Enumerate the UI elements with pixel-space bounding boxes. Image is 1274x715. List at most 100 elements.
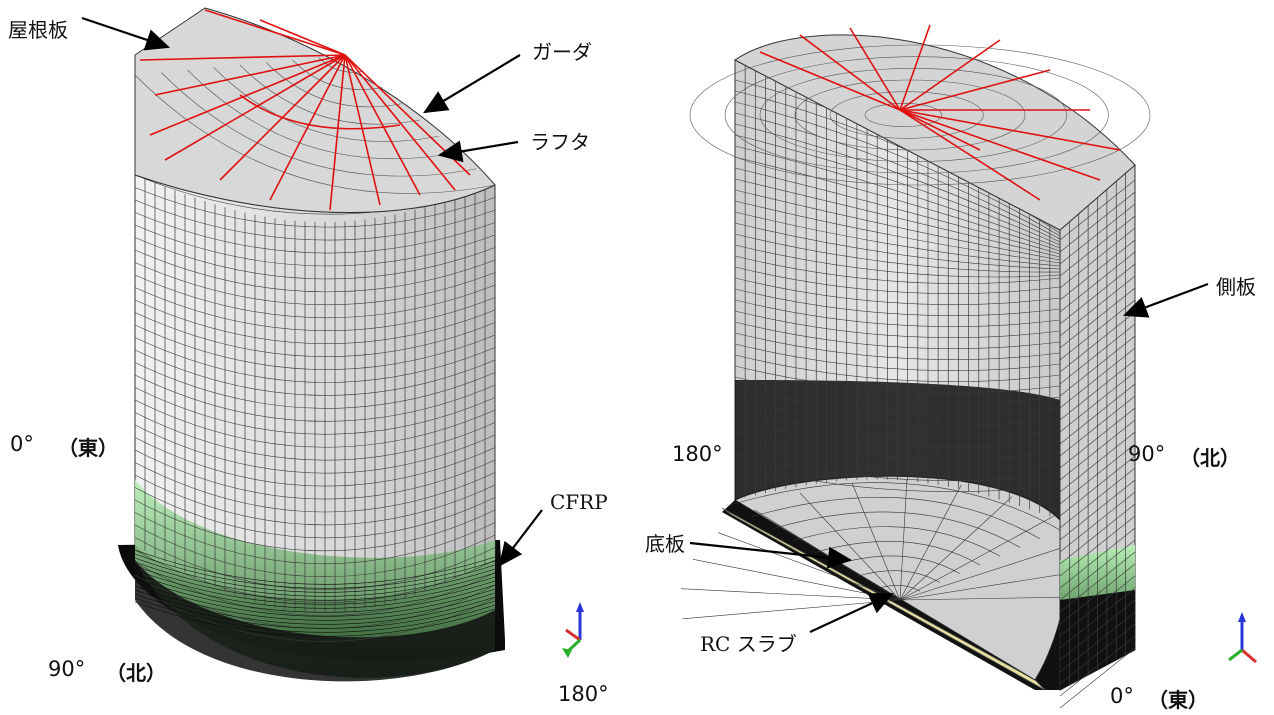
mesh-line	[1059, 635, 1136, 697]
mesh-line	[134, 499, 496, 552]
girder-line	[899, 69, 1051, 111]
mesh-line	[292, 59, 383, 90]
mesh-line	[134, 199, 496, 241]
mesh-line	[1059, 359, 1136, 421]
mesh-line	[1059, 587, 1136, 649]
mesh-line	[134, 561, 496, 597]
mesh-line	[899, 538, 1090, 601]
mesh-line	[134, 387, 496, 435]
mesh-line	[734, 453, 1061, 481]
girder-line	[259, 19, 346, 56]
girder-line	[164, 54, 346, 161]
label-rc-slab: RC スラブ	[700, 632, 797, 656]
axis-triad-icon	[1228, 612, 1257, 664]
mesh-line	[734, 211, 1061, 267]
mesh-line	[899, 514, 1056, 601]
mesh-line	[134, 187, 496, 228]
mesh-line	[734, 343, 1061, 371]
arrow-girder	[423, 54, 521, 114]
mesh-line	[734, 112, 1061, 240]
mesh-line	[134, 449, 496, 500]
mesh-line	[134, 587, 496, 642]
mesh-line	[1059, 215, 1136, 277]
mesh-line	[734, 354, 1061, 382]
left-roof-mesh	[134, 57, 496, 194]
right-bottom-mesh	[680, 480, 1120, 620]
girder-line	[344, 54, 421, 196]
mesh-line	[134, 524, 496, 577]
mesh-line	[734, 222, 1061, 270]
mesh-line	[134, 565, 496, 601]
left-tank-model	[118, 7, 505, 682]
left-dark-rings	[135, 560, 495, 682]
mesh-line	[1059, 491, 1136, 553]
mesh-line	[734, 255, 1061, 284]
mesh-line	[134, 593, 496, 629]
mesh-line	[134, 424, 496, 474]
mesh-line	[1059, 527, 1136, 589]
mesh-line	[1059, 431, 1136, 493]
mesh-line	[1059, 599, 1136, 661]
left-west-degree: 180°	[558, 682, 609, 706]
arrow-bottom	[689, 541, 853, 569]
right-west-degree: 180°	[672, 442, 723, 466]
label-roof-plate: 屋根板	[8, 18, 68, 42]
mesh-line	[1059, 287, 1136, 349]
mesh-line	[680, 588, 901, 601]
mesh-line	[793, 526, 1001, 557]
mesh-line	[1059, 455, 1136, 517]
arrow-roof	[81, 16, 171, 51]
mesh-line	[1059, 371, 1136, 433]
girder-line	[759, 51, 901, 111]
mesh-line	[1059, 515, 1136, 577]
mesh-line	[1059, 239, 1136, 301]
mesh-line	[1059, 503, 1136, 565]
girder-line	[799, 34, 901, 111]
mesh-line	[134, 349, 496, 396]
mesh-line	[734, 244, 1061, 278]
mesh-line	[734, 200, 1061, 264]
mesh-line	[1059, 611, 1136, 673]
mesh-line	[1059, 419, 1136, 481]
mesh-line	[734, 233, 1061, 273]
left-east-degree: 0°	[10, 432, 34, 456]
mesh-line	[734, 332, 1061, 360]
mesh-line	[134, 362, 496, 409]
mesh-line	[134, 537, 496, 590]
mesh-line	[1059, 647, 1136, 709]
label-girder: ガーダ	[532, 40, 592, 64]
mesh-line	[1059, 623, 1136, 685]
mesh-line	[1059, 479, 1136, 541]
mesh-line	[734, 431, 1061, 459]
mesh-line	[734, 145, 1061, 249]
mesh-line	[134, 412, 496, 461]
mesh-line	[187, 69, 458, 160]
mesh-line	[734, 365, 1061, 393]
mesh-line	[134, 299, 496, 344]
mesh-line	[734, 167, 1061, 255]
mesh-line	[729, 482, 1061, 531]
mesh-line	[134, 562, 496, 616]
mesh-line	[734, 134, 1061, 246]
mesh-line	[689, 44, 1151, 186]
girder-line	[899, 109, 1101, 181]
mesh-line	[134, 585, 496, 621]
mesh-line	[899, 480, 908, 601]
callout-arrows	[81, 16, 1209, 633]
mesh-line	[134, 287, 496, 331]
mesh-line	[751, 497, 1041, 540]
girder-line	[344, 54, 456, 191]
mesh-line	[1059, 323, 1136, 385]
girder-line	[149, 54, 346, 136]
label-side-plate: 側板	[1216, 275, 1256, 299]
mesh-line	[134, 577, 496, 613]
mesh-line	[134, 553, 496, 589]
mesh-line	[734, 299, 1061, 327]
mesh-line	[134, 374, 496, 422]
mesh-line	[1059, 383, 1136, 445]
mesh-line	[899, 496, 1013, 601]
mesh-line	[134, 569, 496, 605]
mesh-line	[239, 64, 421, 125]
mesh-line	[759, 68, 1067, 162]
mesh-line	[213, 67, 439, 142]
